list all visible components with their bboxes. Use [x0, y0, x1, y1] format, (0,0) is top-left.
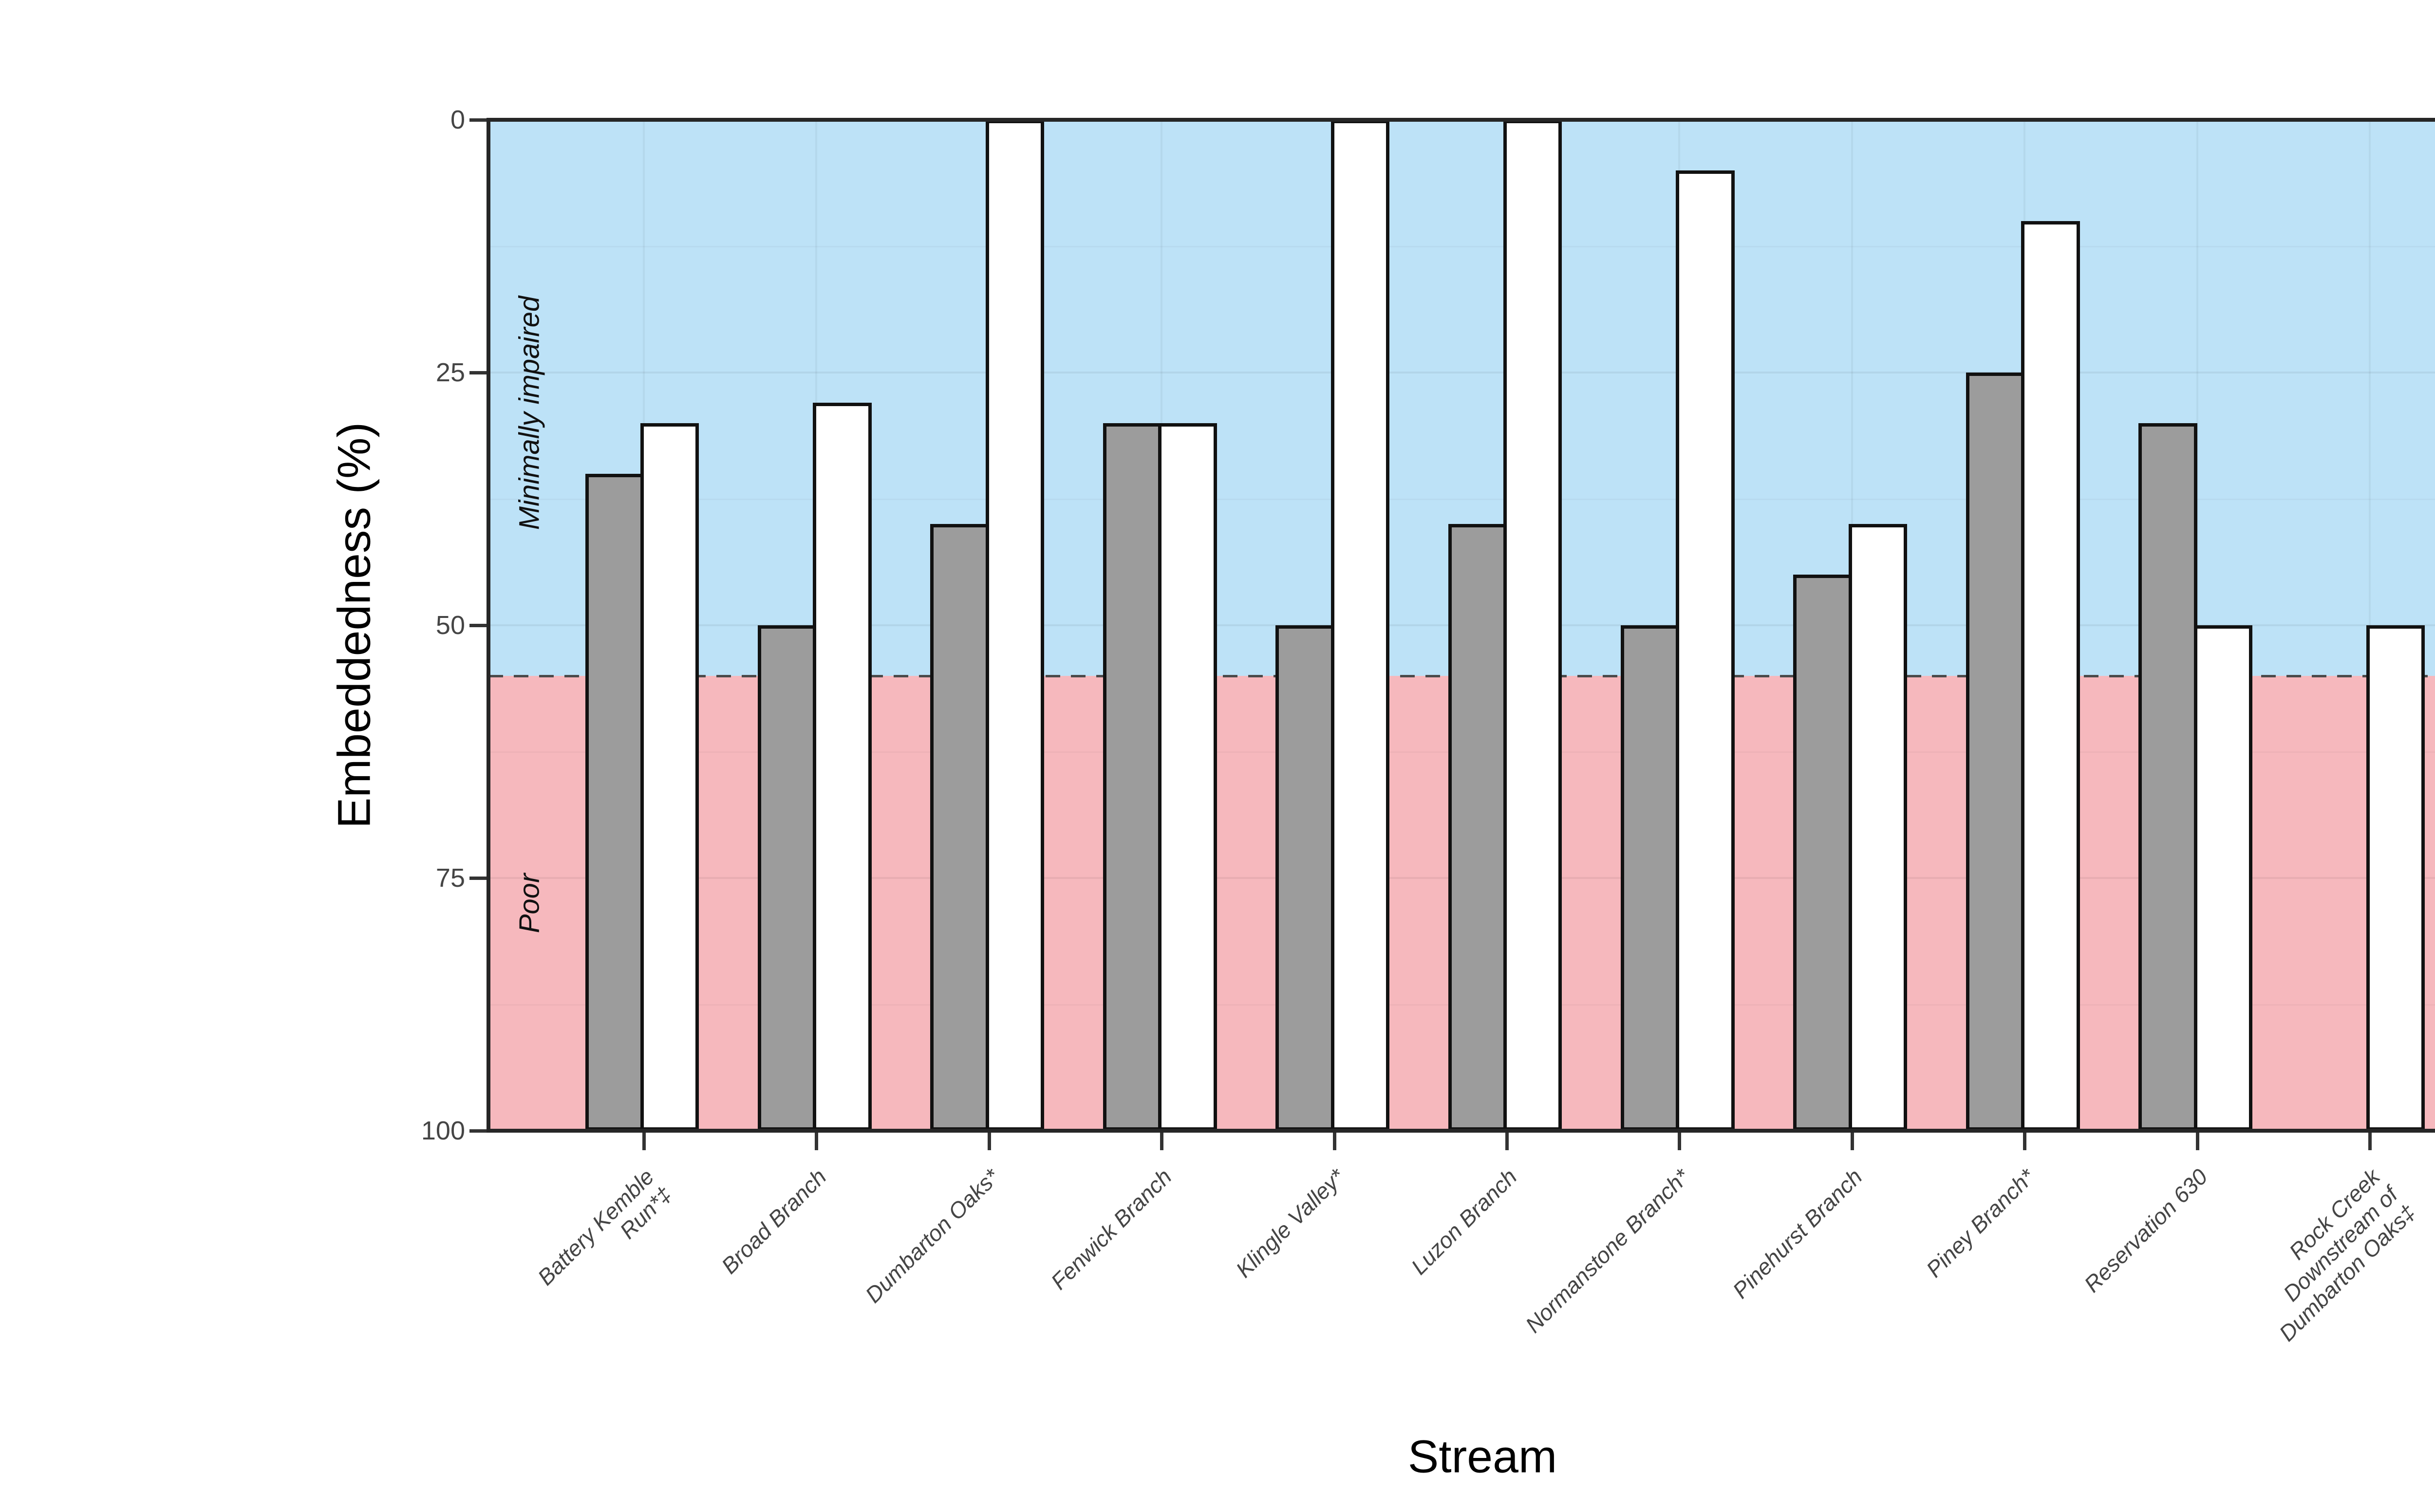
gridline-major: [488, 372, 2435, 373]
x-tick-mark: [1850, 1133, 1854, 1150]
x-tick-label-line: Fenwick Branch: [1046, 1164, 1177, 1295]
y-tick-label: 50: [435, 611, 465, 640]
x-tick-label-line: Piney Branch*: [1921, 1164, 2040, 1282]
x-tick-label: Piney Branch*: [1539, 1164, 2040, 1512]
bar-2008-6: [1448, 524, 1507, 1131]
bar-2019-5: [1330, 120, 1389, 1131]
bar-2008-2: [757, 625, 817, 1131]
y-tick-label: 75: [435, 863, 465, 893]
x-tick-mark: [1332, 1133, 1336, 1150]
x-tick-mark: [2023, 1133, 2027, 1150]
y-tick-mark: [469, 118, 488, 122]
bar-2019-3: [985, 120, 1045, 1131]
y-tick-label: 25: [435, 358, 465, 387]
x-axis-title: Stream: [1407, 1431, 1557, 1483]
x-tick-label-line: Klingle Valley*: [1230, 1164, 1349, 1283]
bar-2008-1: [585, 473, 644, 1131]
bar-2019-11: [2366, 625, 2425, 1131]
x-tick-mark: [815, 1133, 819, 1150]
bar-2008-9: [1966, 373, 2025, 1131]
x-tick-mark: [2195, 1133, 2199, 1150]
gridline-minor: [488, 246, 2435, 247]
y-tick-mark: [469, 1129, 488, 1133]
bar-2008-7: [1620, 625, 1680, 1131]
x-tick-mark: [642, 1133, 646, 1150]
x-tick-label: Fenwick Branch: [676, 1164, 1177, 1512]
bar-2019-8: [1848, 524, 1908, 1131]
plot-panel: Minimally impaired Poor: [487, 118, 2435, 1133]
bar-2019-9: [2021, 221, 2080, 1131]
y-tick-mark: [469, 877, 488, 880]
y-tick-mark: [469, 371, 488, 374]
bar-2008-3: [930, 524, 989, 1131]
bar-2019-7: [1676, 170, 1735, 1131]
x-tick-label: Dumbarton Oaks*: [504, 1164, 1004, 1512]
bar-2019-1: [640, 423, 699, 1131]
y-tick-label: 100: [421, 1116, 465, 1145]
bar-2008-5: [1275, 625, 1334, 1131]
bar-2019-2: [813, 403, 872, 1131]
x-tick-mark: [1160, 1133, 1164, 1150]
x-tick-label: Battery Kemble Run*‡: [159, 1164, 677, 1512]
x-tick-label: Klingle Valley*: [849, 1164, 1349, 1512]
x-tick-mark: [1505, 1133, 1509, 1150]
bar-2008-4: [1103, 423, 1162, 1131]
zone-label-poor: Poor: [513, 873, 545, 933]
x-tick-label-line: Dumbarton Oaks*: [860, 1164, 1004, 1308]
y-tick-mark: [469, 624, 488, 627]
bar-2008-10: [2138, 423, 2197, 1131]
x-tick-mark: [987, 1133, 991, 1150]
bar-2019-4: [1158, 423, 1217, 1131]
bar-2019-6: [1503, 120, 1562, 1131]
y-tick-label: 0: [450, 105, 465, 134]
zone-label-minimally-impaired: Minimally impaired: [513, 296, 545, 530]
x-tick-mark: [1678, 1133, 1682, 1150]
bar-2008-8: [1793, 575, 1852, 1131]
x-tick-mark: [2368, 1133, 2372, 1150]
bar-2019-10: [2193, 625, 2252, 1131]
